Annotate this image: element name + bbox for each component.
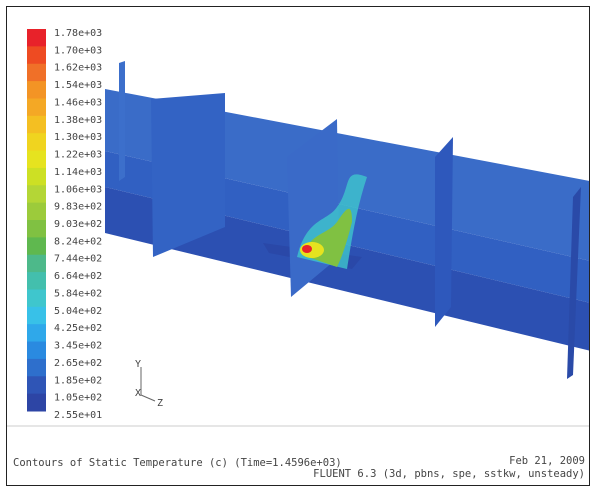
- color-bin: [27, 376, 46, 394]
- color-bin: [27, 168, 46, 186]
- axis-label: X: [135, 388, 141, 399]
- colorbar-label: 3.45e+02: [54, 341, 102, 352]
- colorbar-label: 6.64e+02: [54, 271, 102, 282]
- footer-date: Feb 21, 2009: [509, 455, 585, 467]
- color-bin: [27, 324, 46, 342]
- color-bin: [27, 272, 46, 290]
- colorbar-label: 1.14e+03: [54, 167, 102, 178]
- color-bin: [27, 307, 46, 325]
- color-bin: [27, 220, 46, 238]
- color-bin: [27, 29, 46, 47]
- color-bin: [27, 185, 46, 203]
- color-bin: [27, 116, 46, 134]
- colorbar-label: 1.85e+02: [54, 375, 102, 386]
- colorbar-label: 1.62e+03: [54, 63, 102, 74]
- colorbar-label: 8.24e+02: [54, 236, 102, 247]
- color-bin: [27, 359, 46, 377]
- hot-zone: [302, 245, 312, 253]
- colorbar-label: 4.25e+02: [54, 323, 102, 334]
- color-bin: [27, 64, 46, 82]
- colorbar-label: 2.55e+01: [54, 410, 102, 421]
- colorbar-label: 1.06e+03: [54, 184, 102, 195]
- colorbar-label: 1.22e+03: [54, 150, 102, 161]
- footer-solver: FLUENT 6.3 (3d, pbns, spe, sstkw, unstea…: [313, 468, 585, 480]
- colorbar-label: 1.78e+03: [54, 28, 102, 39]
- color-bin: [27, 151, 46, 169]
- graphics-view: Y X Z 1.78e+03 1.70e+03 1.62e+03 1.54e+03 1.…: [7, 7, 589, 427]
- colorbar-label: 1.05e+02: [54, 393, 102, 404]
- color-bin: [27, 237, 46, 255]
- colorbar-label: 9.83e+02: [54, 202, 102, 213]
- colorbar-label: 1.70e+03: [54, 45, 102, 56]
- colorbar-label: 5.04e+02: [54, 306, 102, 317]
- colorbar-label: 1.38e+03: [54, 115, 102, 126]
- color-bin: [27, 255, 46, 273]
- colorbar-label: 1.46e+03: [54, 97, 102, 108]
- color-bin: [27, 394, 46, 412]
- footer-title: Contours of Static Temperature (c) (Time…: [13, 457, 342, 469]
- color-bin: [27, 81, 46, 99]
- axis-label: Z: [157, 398, 163, 409]
- colorbar-label: 1.54e+03: [54, 80, 102, 91]
- color-bin: [27, 98, 46, 116]
- colorbar-label: 9.03e+02: [54, 219, 102, 230]
- viewer-window: Y X Z 1.78e+03 1.70e+03 1.62e+03 1.54e+03 1.…: [6, 6, 590, 486]
- colorbar-label: 7.44e+02: [54, 254, 102, 265]
- color-bin: [27, 133, 46, 151]
- fin: [119, 61, 125, 181]
- colorbar-label: 5.84e+02: [54, 288, 102, 299]
- page: {"colorbar": { "labels": ["1.78e+03","1.…: [0, 0, 594, 492]
- colorbar-label: 2.65e+02: [54, 358, 102, 369]
- colorbar-label: 1.30e+03: [54, 132, 102, 143]
- color-bin: [27, 342, 46, 360]
- color-bin: [27, 46, 46, 64]
- fin: [435, 137, 453, 327]
- color-bin: [27, 289, 46, 307]
- axis-label: Y: [135, 359, 141, 370]
- axis-z: [141, 395, 155, 401]
- color-bin: [27, 203, 46, 221]
